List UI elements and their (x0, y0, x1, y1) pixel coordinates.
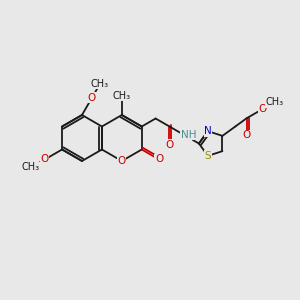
Text: O: O (118, 156, 126, 166)
Text: NH: NH (181, 130, 196, 140)
Text: O: O (243, 130, 251, 140)
Text: CH₃: CH₃ (113, 91, 131, 101)
Text: O: O (258, 104, 266, 114)
Text: O: O (165, 140, 174, 149)
Text: S: S (205, 151, 211, 161)
Text: O: O (88, 93, 96, 103)
Text: CH₃: CH₃ (22, 163, 40, 172)
Text: CH₃: CH₃ (266, 97, 284, 107)
Text: N: N (204, 126, 212, 136)
Text: O: O (40, 154, 49, 164)
Text: O: O (155, 154, 163, 164)
Text: CH₃: CH₃ (91, 79, 109, 89)
